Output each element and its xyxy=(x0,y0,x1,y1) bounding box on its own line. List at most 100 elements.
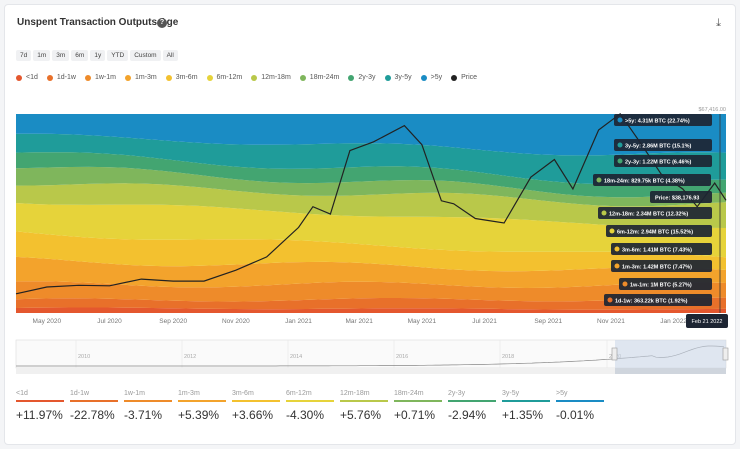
x-tick-label: Jan 2022 xyxy=(660,318,687,325)
area-12m-18m xyxy=(16,183,726,228)
range-btn-custom[interactable]: Custom xyxy=(130,50,161,61)
tooltip-dot xyxy=(609,228,615,234)
stat-value: +5.39% xyxy=(178,408,220,422)
stat-lt-1d: <1d +11.97% xyxy=(16,390,70,422)
legend-item-18m-24m[interactable]: 18m-24m xyxy=(299,74,340,81)
tooltip-text: 3y-5y: 2.86M BTC (15.1%) xyxy=(625,144,691,150)
tooltip-dot xyxy=(622,281,628,287)
stat-value: +5.76% xyxy=(340,408,382,422)
tooltip-box xyxy=(604,294,712,306)
stat-label: 3m-6m xyxy=(232,390,280,402)
stat-label: 3y-5y xyxy=(502,390,550,402)
x-tick-label: May 2020 xyxy=(33,318,62,325)
tooltip-entry: 1d-1w: 363.22k BTC (1.92%) xyxy=(604,294,712,306)
tooltip-text: >5y: 4.31M BTC (22.74%) xyxy=(625,119,690,125)
stat-3y-5y: 3y-5y +1.35% xyxy=(502,390,556,422)
stat-label: >5y xyxy=(556,390,604,402)
range-btn-3m[interactable]: 3m xyxy=(52,50,70,61)
tooltip-entry: 3y-5y: 2.86M BTC (15.1%) xyxy=(614,139,712,151)
tooltip-dot xyxy=(614,246,620,252)
area-gt-5y xyxy=(16,114,726,156)
tooltip-box xyxy=(614,139,712,151)
legend-item-3m-6m[interactable]: 3m-6m xyxy=(165,74,198,81)
stat-6m-12m: 6m-12m -4.30% xyxy=(286,390,340,422)
range-btn-all[interactable]: All xyxy=(162,50,178,61)
legend-item-6m-12m[interactable]: 6m-12m xyxy=(206,74,242,81)
area-1d-1w xyxy=(16,297,726,310)
navigator-tick: 2010 xyxy=(78,354,90,360)
x-tick-label: May 2021 xyxy=(408,318,437,325)
legend-dot xyxy=(165,74,172,81)
stat-label: 2y-3y xyxy=(448,390,496,402)
x-tick-label: Nov 2020 xyxy=(222,318,250,325)
tooltip-text: Price: $38,176.93 xyxy=(655,196,699,202)
stat-label: 12m-18m xyxy=(340,390,388,402)
navigator[interactable] xyxy=(15,339,727,369)
tooltip-date-text: Feb 21 2022 xyxy=(692,319,723,325)
stat-value: -22.78% xyxy=(70,408,115,422)
stat-3m-6m: 3m-6m +3.66% xyxy=(232,390,286,422)
legend-item-1w-1m[interactable]: 1w-1m xyxy=(84,74,116,81)
tooltip-text: 3m-6m: 1.41M BTC (7.43%) xyxy=(622,248,692,254)
legend-label: 3y-5y xyxy=(394,74,412,81)
legend-label: 2y-3y xyxy=(358,74,376,81)
stat-value: -3.71% xyxy=(124,408,163,422)
tooltip-entry: 18m-24m: 829.75k BTC (4.38%) xyxy=(593,174,711,186)
legend-label: 1w-1m xyxy=(94,74,116,81)
legend-label: Price xyxy=(461,74,478,81)
legend-label: 3m-6m xyxy=(175,74,198,81)
range-btn-7d[interactable]: 7d xyxy=(16,50,32,61)
x-tick-label: Mar 2021 xyxy=(345,318,373,325)
navigator-tick: 2014 xyxy=(290,354,302,360)
tooltip-dot xyxy=(614,263,620,269)
legend-item-price[interactable]: Price xyxy=(451,74,477,81)
legend-item-3y-5y[interactable]: 3y-5y xyxy=(384,74,412,81)
legend-item-gt-5y[interactable]: >5y xyxy=(420,74,442,81)
stat-value: +0.71% xyxy=(394,408,436,422)
x-tick-label: Nov 2021 xyxy=(597,318,625,325)
legend-item-lt-1d[interactable]: <1d xyxy=(16,74,38,81)
stat-label: 18m-24m xyxy=(394,390,442,402)
navigator-scrollbar[interactable] xyxy=(16,368,726,374)
price-axis-top-label: $67,416.00 xyxy=(698,107,726,113)
range-btn-1m[interactable]: 1m xyxy=(33,50,51,61)
stat-label: 1d-1w xyxy=(70,390,118,402)
legend-dot xyxy=(348,74,355,81)
stat-12m-18m: 12m-18m +5.76% xyxy=(340,390,394,422)
navigator-handle-right[interactable] xyxy=(722,347,729,361)
navigator-scrollbar-thumb[interactable] xyxy=(615,368,726,374)
navigator-tick: 2012 xyxy=(184,354,196,360)
stat-label: 1w-1m xyxy=(124,390,172,402)
question-icon[interactable]: ? xyxy=(157,18,167,28)
navigator-selection[interactable] xyxy=(615,340,726,368)
legend-item-1m-3m[interactable]: 1m-3m xyxy=(124,74,157,81)
chart-title: Unspent Transaction Outputs Age xyxy=(17,17,179,28)
area-18m-24m xyxy=(16,166,726,207)
tooltip-box xyxy=(611,260,712,272)
x-tick-label: Jan 2021 xyxy=(285,318,312,325)
range-btn-6m[interactable]: 6m xyxy=(71,50,89,61)
tooltip-box xyxy=(611,243,712,255)
area-1w-1m xyxy=(16,281,726,302)
legend-label: <1d xyxy=(26,74,38,81)
tooltip-entry: 1m-3m: 1.42M BTC (7.47%) xyxy=(611,260,712,272)
navigator-handle-left[interactable] xyxy=(611,347,618,361)
tooltip-date: Feb 21 2022 xyxy=(686,314,728,328)
stat-value: -2.94% xyxy=(448,408,487,422)
legend-item-12m-18m[interactable]: 12m-18m xyxy=(251,74,291,81)
tooltip-date-box xyxy=(686,314,728,328)
range-btn-1y[interactable]: 1y xyxy=(90,50,106,61)
legend-label: 18m-24m xyxy=(309,74,340,81)
download-icon[interactable]: ⤓ xyxy=(716,17,721,29)
tooltip-entry: >5y: 4.31M BTC (22.74%) xyxy=(614,114,712,126)
legend-label: 1m-3m xyxy=(134,74,157,81)
legend-item-1d-1w[interactable]: 1d-1w xyxy=(46,74,76,81)
x-tick-label: Jul 2021 xyxy=(472,318,497,325)
x-tick-label: Jul 2020 xyxy=(97,318,122,325)
range-btn-ytd[interactable]: YTD xyxy=(107,50,129,61)
legend-item-2y-3y[interactable]: 2y-3y xyxy=(348,74,376,81)
stat-value: +11.97% xyxy=(16,408,63,422)
legend-dot xyxy=(299,74,306,81)
stat-value: +3.66% xyxy=(232,408,274,422)
stat-value: -0.01% xyxy=(556,408,595,422)
